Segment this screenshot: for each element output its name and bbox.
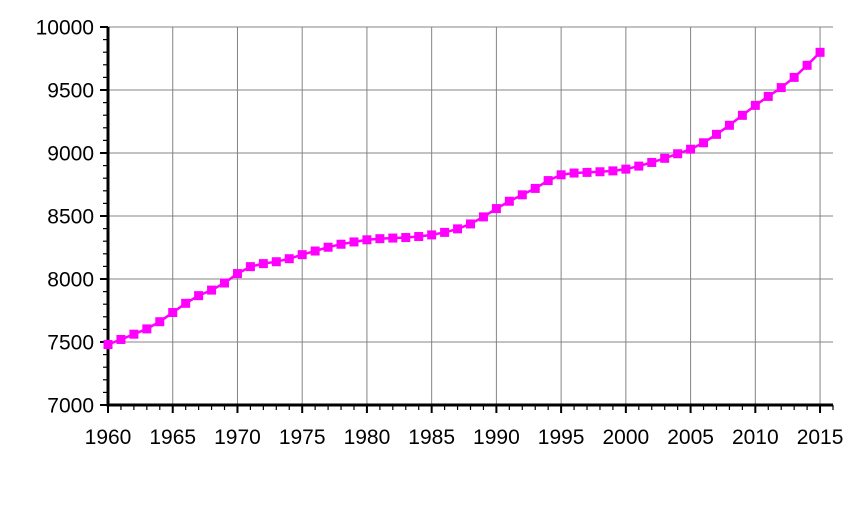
data-point bbox=[595, 167, 605, 177]
data-point bbox=[245, 262, 255, 272]
y-tick-label: 7500 bbox=[47, 332, 94, 355]
x-tick-label: 2010 bbox=[732, 426, 779, 449]
data-point bbox=[232, 269, 242, 279]
data-point bbox=[194, 291, 204, 301]
data-point bbox=[362, 235, 372, 245]
x-tick-label: 1995 bbox=[538, 426, 585, 449]
data-point bbox=[401, 233, 411, 243]
data-point bbox=[155, 317, 165, 327]
data-point bbox=[750, 100, 760, 110]
data-point bbox=[634, 161, 644, 171]
x-tick-label: 1985 bbox=[408, 426, 455, 449]
data-point bbox=[815, 47, 825, 57]
y-tick-label: 8500 bbox=[47, 206, 94, 229]
data-point bbox=[660, 153, 670, 163]
data-point bbox=[323, 242, 333, 252]
x-tick-label: 2000 bbox=[602, 426, 649, 449]
data-point bbox=[647, 157, 657, 167]
data-point bbox=[168, 308, 178, 318]
data-point bbox=[142, 324, 152, 334]
data-point bbox=[543, 176, 553, 186]
x-tick-label: 2005 bbox=[667, 426, 714, 449]
data-point bbox=[776, 83, 786, 93]
data-point bbox=[699, 138, 709, 148]
data-point bbox=[724, 120, 734, 130]
data-point bbox=[802, 60, 812, 70]
x-tick-label: 1990 bbox=[473, 426, 520, 449]
data-point bbox=[569, 168, 579, 178]
data-point bbox=[608, 166, 618, 176]
data-point bbox=[116, 334, 126, 344]
data-point bbox=[491, 204, 501, 214]
data-point bbox=[556, 170, 566, 180]
data-point bbox=[414, 232, 424, 242]
data-point bbox=[466, 219, 475, 229]
data-point bbox=[530, 183, 540, 193]
x-tick-label: 1970 bbox=[214, 426, 261, 449]
data-point bbox=[271, 257, 281, 267]
x-tick-label: 2015 bbox=[797, 426, 844, 449]
data-point bbox=[181, 298, 191, 308]
data-point bbox=[336, 239, 346, 249]
data-point bbox=[297, 250, 307, 260]
y-tick-label: 9000 bbox=[47, 143, 94, 166]
data-point bbox=[621, 164, 631, 174]
x-tick-label: 1980 bbox=[344, 426, 391, 449]
x-tick-label: 1960 bbox=[85, 426, 132, 449]
y-tick-label: 9500 bbox=[47, 80, 94, 103]
data-point bbox=[103, 340, 113, 350]
data-point bbox=[129, 329, 139, 339]
y-tick-label: 7000 bbox=[47, 395, 94, 418]
data-point bbox=[763, 91, 773, 101]
data-point bbox=[284, 254, 294, 264]
y-tick-label: 10000 bbox=[36, 17, 94, 40]
x-tick-label: 1965 bbox=[149, 426, 196, 449]
data-point bbox=[673, 149, 683, 159]
data-point bbox=[504, 196, 514, 206]
data-point bbox=[517, 190, 527, 200]
data-point bbox=[427, 230, 437, 240]
data-point bbox=[440, 227, 450, 237]
y-tick-label: 8000 bbox=[47, 269, 94, 292]
data-point bbox=[789, 72, 799, 82]
data-point bbox=[453, 224, 463, 234]
data-point bbox=[737, 110, 747, 120]
data-point bbox=[582, 167, 592, 177]
x-tick-label: 1975 bbox=[279, 426, 326, 449]
data-point bbox=[388, 233, 398, 243]
data-point bbox=[711, 129, 721, 139]
data-point bbox=[686, 144, 696, 154]
data-point bbox=[478, 212, 488, 222]
data-point bbox=[375, 234, 385, 244]
data-point bbox=[310, 246, 320, 256]
data-point bbox=[349, 237, 359, 247]
data-point bbox=[258, 259, 268, 269]
data-point bbox=[207, 285, 217, 295]
data-point bbox=[220, 278, 230, 288]
